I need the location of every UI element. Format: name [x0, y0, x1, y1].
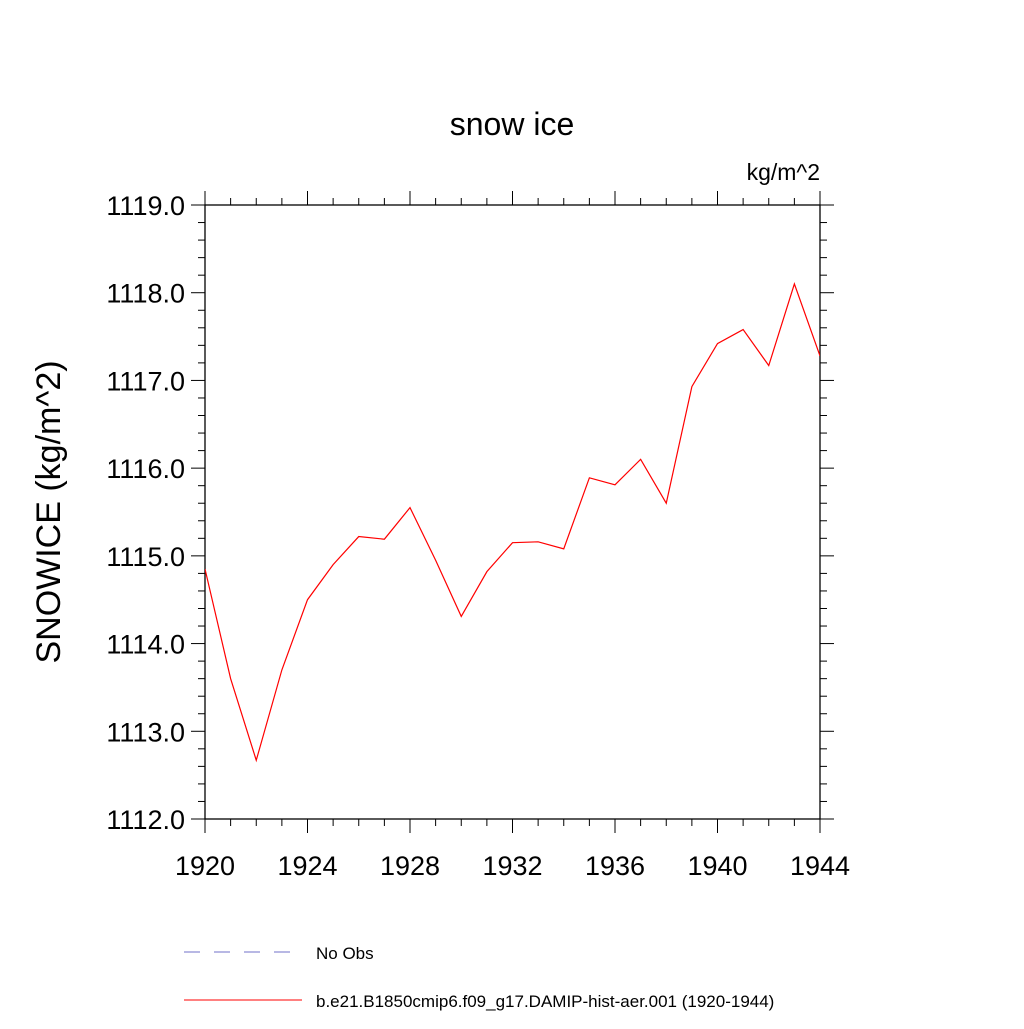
y-tick-label: 1117.0 [106, 366, 185, 396]
y-tick-label: 1114.0 [106, 630, 185, 660]
legend: No Obs b.e21.B1850cmip6.f09_g17.DAMIP-his… [184, 944, 774, 1011]
plot-area: 1112.0 1113.0 1114.0 1115.0 1116.0 1117.0 1118… [106, 191, 850, 881]
plot-frame [204, 204, 821, 820]
y-tick-label: 1115.0 [106, 542, 185, 572]
x-tick-label: 1928 [380, 851, 440, 881]
y-tick-label: 1119.0 [106, 191, 185, 221]
legend-label: b.e21.B1850cmip6.f09_g17.DAMIP-hist-aer.… [316, 992, 774, 1011]
x-tick-label: 1944 [790, 851, 850, 881]
x-tick-label: 1924 [277, 851, 337, 881]
y-tick-label: 1118.0 [106, 279, 185, 309]
y-tick-label: 1113.0 [106, 717, 185, 747]
x-tick-label: 1920 [175, 851, 235, 881]
chart-title: snow ice [450, 106, 575, 142]
legend-label: No Obs [316, 944, 374, 963]
x-tick-label: 1936 [585, 851, 645, 881]
y-tick-label: 1112.0 [106, 805, 185, 835]
x-tick-label: 1940 [687, 851, 747, 881]
units-label: kg/m^2 [747, 159, 820, 185]
y-axis-label: SNOWICE (kg/m^2) [30, 360, 68, 663]
x-tick-label: 1932 [482, 851, 542, 881]
y-tick-label: 1116.0 [106, 454, 185, 484]
series-line [205, 282, 820, 763]
